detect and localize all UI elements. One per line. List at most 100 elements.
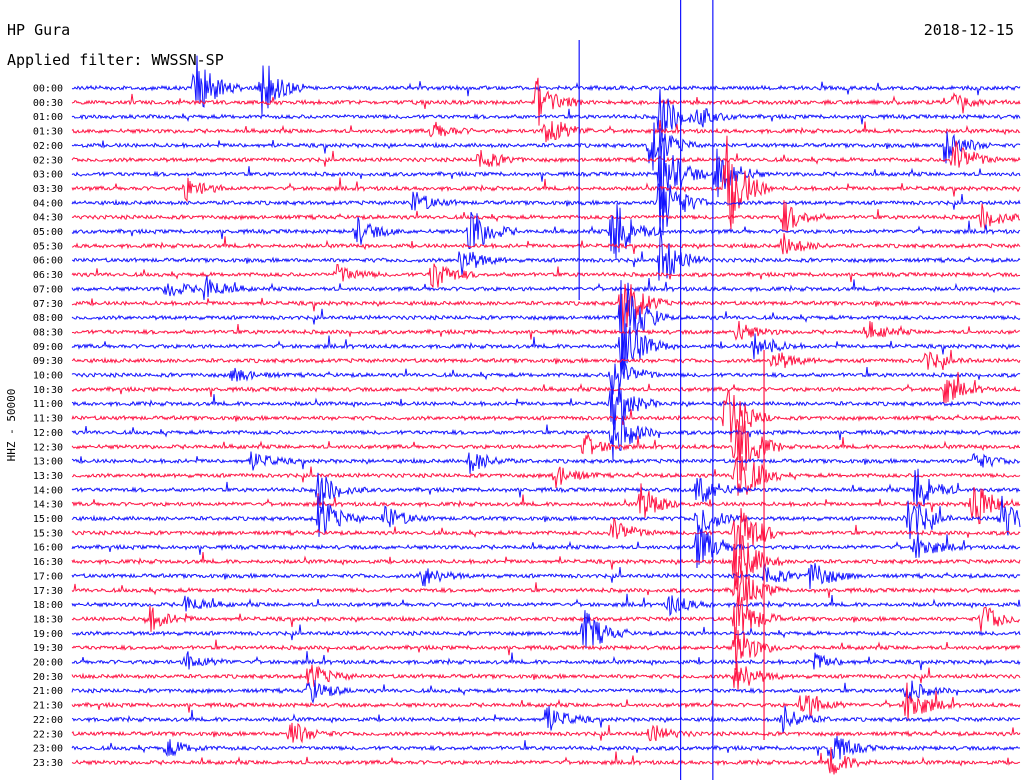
trace-line [71,77,1021,126]
time-tick-label: 09:00 [33,342,63,353]
trace-line [71,275,1021,301]
time-tick-label: 22:00 [33,715,63,726]
trace-line [71,200,1021,233]
trace-line [71,283,1021,332]
time-tick-label: 20:00 [33,658,63,669]
time-tick-label: 10:00 [33,371,63,382]
time-tick-label: 00:30 [33,98,63,109]
trace-line [71,88,1021,143]
trace-line [71,389,1021,443]
trace-line [71,323,1021,377]
time-tick-label: 06:30 [33,270,63,281]
trace-line [71,736,1021,760]
time-tick-label: 05:30 [33,241,63,252]
trace-line [71,483,1021,525]
trace-line [71,747,1021,775]
time-tick-label: 17:00 [33,571,63,582]
trace-line [71,661,1021,691]
time-tick-label: 12:30 [33,442,63,453]
time-tick-label: 15:30 [33,528,63,539]
time-tick-label: 23:00 [33,744,63,755]
trace-line [71,361,1021,395]
time-tick-label: 07:30 [33,299,63,310]
time-tick-label: 13:00 [33,457,63,468]
station-title: HP Gura [7,21,71,39]
time-tick-label: 16:00 [33,543,63,554]
time-tick-group: 00:00 00:30 01:00 01:30 02:00 02:30 03:00 03:30… [33,84,63,769]
trace-line [71,610,1021,649]
time-tick-label: 19:30 [33,643,63,654]
trace-line [71,527,1021,569]
trace-line [71,722,1021,744]
time-tick-label: 14:30 [33,500,63,511]
trace-line [71,375,1021,431]
time-tick-label: 18:30 [33,614,63,625]
trace-line [71,182,1021,236]
trace-line [71,263,1021,288]
time-tick-label: 21:00 [33,686,63,697]
trace-line [71,534,1021,592]
trace-line [71,140,1021,168]
trace-line [71,508,1021,575]
trace-line [71,404,1021,461]
time-tick-label: 18:00 [33,600,63,611]
trace-line [71,280,1021,366]
time-tick-label: 01:30 [33,127,63,138]
time-tick-label: 14:00 [33,485,63,496]
time-tick-label: 09:30 [33,356,63,367]
trace-group [71,0,1021,780]
trace-line [71,627,1021,671]
trace-line [71,593,1021,617]
trace-line [71,55,1021,115]
y-axis-label: HHZ - 50000 [5,389,18,462]
trace-line [71,420,1020,481]
trace-line [71,705,1021,734]
filter-label: Applied filter: WWSSN-SP [7,51,224,69]
time-tick-label: 22:30 [33,729,63,740]
trace-line [72,231,1021,281]
trace-line [71,495,1021,540]
time-tick-label: 17:30 [33,586,63,597]
time-tick-label: 06:00 [33,256,63,267]
trace-line [71,468,1021,509]
time-tick-label: 20:30 [33,672,63,683]
time-tick-label: 11:30 [33,414,63,425]
time-tick-label: 13:30 [33,471,63,482]
time-tick-label: 02:00 [33,141,63,152]
time-tick-label: 03:30 [33,184,63,195]
trace-line [71,592,1021,641]
time-tick-label: 15:00 [33,514,63,525]
trace-line [71,679,1021,704]
time-tick-label: 05:00 [33,227,63,238]
trace-line [71,451,1021,474]
trace-line [71,371,1021,404]
trace-line [71,233,1021,255]
time-tick-label: 03:00 [33,170,63,181]
time-tick-label: 19:00 [33,629,63,640]
time-tick-label: 21:30 [33,701,63,712]
time-tick-label: 08:00 [33,313,63,324]
trace-line [71,122,1021,171]
trace-line [71,135,1021,230]
trace-line [71,203,1021,259]
time-tick-label: 08:30 [33,327,63,338]
time-tick-label: 01:00 [33,112,63,123]
time-tick-label: 04:30 [33,213,63,224]
time-tick-label: 07:00 [33,284,63,295]
trace-line [71,321,1021,341]
time-tick-label: 10:30 [33,385,63,396]
time-tick-label: 23:30 [33,758,63,769]
trace-line [71,140,1021,210]
time-tick-label: 04:00 [33,198,63,209]
time-tick-label: 02:30 [33,155,63,166]
time-tick-label: 11:00 [33,399,63,410]
trace-line [71,562,1021,590]
trace-line [71,682,1021,721]
trace-line [71,651,1021,671]
time-tick-label: 00:00 [33,84,63,95]
trace-line [71,349,1021,371]
time-tick-label: 16:30 [33,557,63,568]
date-label: 2018-12-15 [923,21,1014,39]
trace-line [71,455,1021,496]
